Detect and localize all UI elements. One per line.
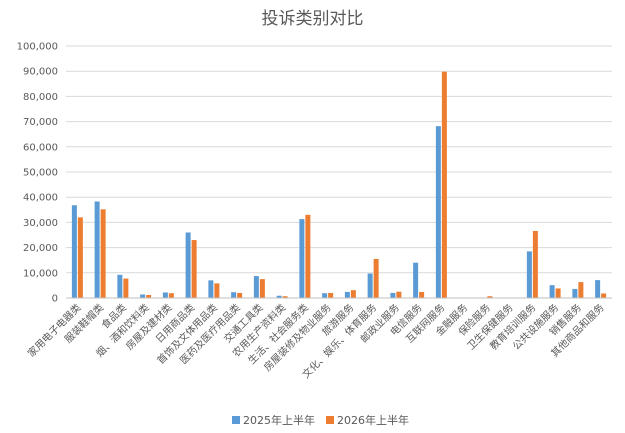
bar-series1-7 <box>231 292 237 298</box>
y-tick-label: 30,000 <box>23 218 58 229</box>
bar-series2-13 <box>373 258 379 298</box>
legend-label: 2025年上半年 <box>243 413 315 427</box>
bar-series1-23 <box>595 280 601 298</box>
bar-series1-3 <box>140 294 146 298</box>
y-tick-label: 80,000 <box>23 92 58 103</box>
y-tick-label: 100,000 <box>17 42 58 53</box>
bar-series1-20 <box>526 251 532 298</box>
bar-series1-15 <box>413 262 419 298</box>
bar-series1-8 <box>253 276 259 298</box>
bars <box>71 71 607 298</box>
bar-series2-5 <box>191 240 197 298</box>
legend-swatch <box>232 416 240 424</box>
legend: 2025年上半年 2026年上半年 <box>232 413 409 427</box>
y-tick-label: 50,000 <box>23 168 58 179</box>
bar-series2-11 <box>328 292 334 298</box>
bar-series2-12 <box>350 290 356 298</box>
bar-series1-21 <box>549 285 555 298</box>
bar-series1-9 <box>276 295 282 298</box>
bar-series2-10 <box>305 214 311 298</box>
bar-series2-3 <box>146 294 152 298</box>
bar-series1-12 <box>344 291 350 298</box>
y-tick-label: 40,000 <box>23 193 58 204</box>
bar-series1-10 <box>299 219 305 298</box>
bar-series1-22 <box>572 288 578 298</box>
bar-series1-6 <box>208 280 214 298</box>
y-axis-ticks: 0 10,000 20,000 30,000 40,000 50,000 60,000 70,… <box>17 42 58 305</box>
bar-series1-5 <box>185 232 191 298</box>
bar-series2-8 <box>259 279 265 298</box>
y-tick-label: 70,000 <box>23 117 58 128</box>
bar-series2-18 <box>487 296 493 298</box>
bar-series1-11 <box>322 293 328 298</box>
bar-series1-13 <box>367 273 373 298</box>
bar-series1-2 <box>117 274 123 298</box>
y-tick-label: 60,000 <box>23 142 58 153</box>
y-tick-label: 20,000 <box>23 243 58 254</box>
bar-series1-4 <box>162 292 168 298</box>
bar-series2-20 <box>532 230 538 298</box>
bar-series2-4 <box>168 293 174 298</box>
bar-series2-14 <box>396 291 402 298</box>
y-tick-label: 0 <box>52 294 58 305</box>
x-axis-categories: 家用电子电器类服装鞋帽类食品类烟、酒和饮料类房屋及建材类日用商品类首饰及文体用品… <box>25 301 607 381</box>
bar-series1-16 <box>435 126 441 298</box>
bar-series2-22 <box>578 282 584 298</box>
bar-series2-23 <box>601 293 607 298</box>
legend-swatch <box>326 416 334 424</box>
grid-lines <box>66 45 612 274</box>
bar-series1-1 <box>94 201 100 298</box>
bar-series2-16 <box>441 71 447 298</box>
bar-series2-0 <box>77 217 83 298</box>
bar-series2-21 <box>555 288 561 298</box>
bar-series2-1 <box>100 209 106 298</box>
bar-series2-2 <box>123 278 129 298</box>
legend-label: 2026年上半年 <box>337 413 409 427</box>
y-tick-label: 90,000 <box>23 67 58 78</box>
bar-series2-15 <box>419 291 425 298</box>
bar-series2-7 <box>237 292 243 298</box>
bar-series1-14 <box>390 292 396 298</box>
chart-title: 投诉类别对比 <box>262 9 364 29</box>
bar-series2-6 <box>214 283 220 298</box>
bar-series2-9 <box>282 296 288 298</box>
y-tick-label: 10,000 <box>23 268 58 279</box>
bar-series1-0 <box>71 205 77 298</box>
